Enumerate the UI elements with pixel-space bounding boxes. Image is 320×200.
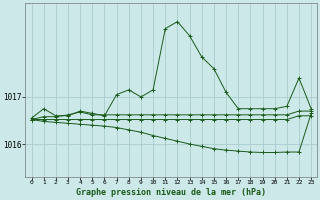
X-axis label: Graphe pression niveau de la mer (hPa): Graphe pression niveau de la mer (hPa) — [76, 188, 266, 197]
